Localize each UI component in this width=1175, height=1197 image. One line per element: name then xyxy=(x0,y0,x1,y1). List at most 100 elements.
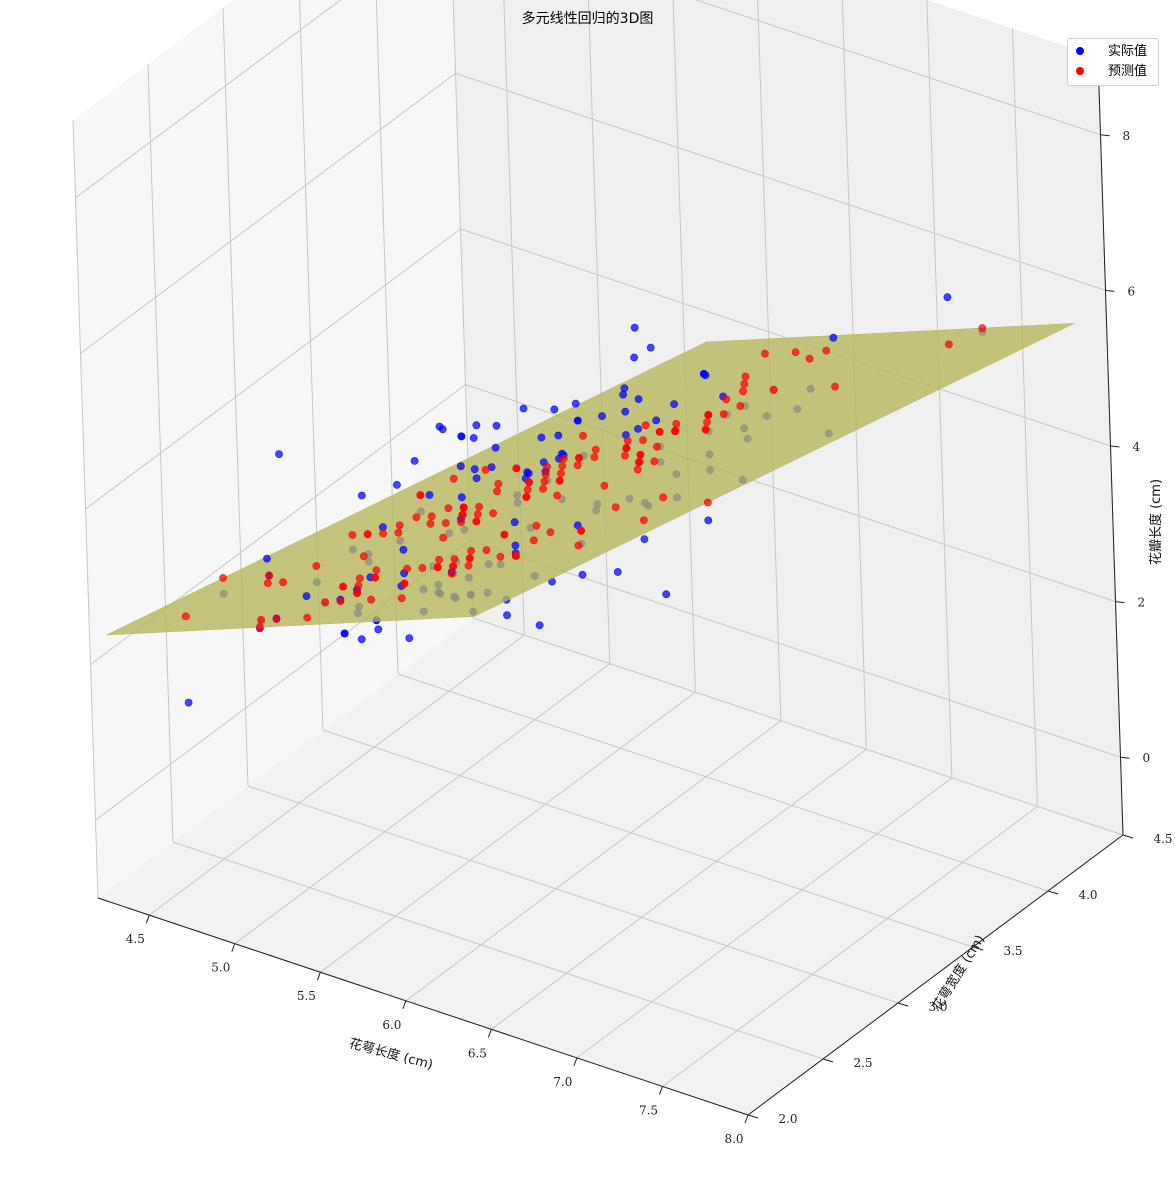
predicted-point xyxy=(590,453,599,461)
predicted-point xyxy=(558,462,567,470)
x-tick-label: 6.5 xyxy=(468,1046,487,1060)
actual-point xyxy=(537,433,546,442)
predicted-point xyxy=(636,450,645,459)
actual-point xyxy=(523,468,531,476)
predicted-point xyxy=(403,564,411,573)
predicted-point xyxy=(653,442,661,451)
z-tick-label: 8 xyxy=(1123,129,1131,143)
actual-point xyxy=(519,404,528,413)
predicted-point xyxy=(372,566,381,575)
legend-item-predicted: 预测值 xyxy=(1076,63,1147,81)
grid-line-x-floor xyxy=(234,663,611,945)
actual-point xyxy=(613,568,622,576)
predicted-point xyxy=(769,385,778,394)
actual-point xyxy=(469,434,478,442)
predicted-point xyxy=(553,491,561,500)
predicted-point xyxy=(426,519,435,528)
y-tick-label: 3.5 xyxy=(1003,944,1022,958)
actual-point xyxy=(620,384,629,393)
predicted-point xyxy=(659,493,667,502)
z-tick-label: 2 xyxy=(1138,596,1146,610)
actual-point xyxy=(503,611,511,620)
predicted-point xyxy=(359,552,368,561)
predicted-point xyxy=(450,555,459,563)
grid-line-x-floor xyxy=(149,634,525,916)
actual-point xyxy=(700,369,708,378)
y-tick-label: 4.5 xyxy=(1153,832,1172,846)
predicted-point xyxy=(639,516,648,525)
predicted-point xyxy=(464,561,473,570)
regression-plane-layer xyxy=(106,323,1075,636)
actual-point xyxy=(630,323,639,332)
y-tick-label-mark xyxy=(822,1058,834,1063)
predicted-point xyxy=(701,425,710,434)
predicted-point xyxy=(181,612,190,621)
predicted-point xyxy=(475,502,483,511)
z-tick-label-mark xyxy=(1115,601,1125,604)
grid-line-x-floor xyxy=(576,777,953,1059)
x-tick-label-mark xyxy=(487,1029,492,1038)
actual-point xyxy=(630,353,638,362)
predicted-point xyxy=(512,464,521,473)
predicted-point xyxy=(635,458,643,467)
x-tick-label: 7.5 xyxy=(639,1103,658,1117)
predicted-point xyxy=(722,395,731,404)
predicted-point xyxy=(739,387,747,396)
predicted-point xyxy=(650,457,659,466)
predicted-point xyxy=(493,487,501,496)
y-tick-label: 2.5 xyxy=(853,1056,872,1070)
predicted-point xyxy=(525,478,533,487)
predicted-point xyxy=(623,436,632,445)
z-tick-label-mark xyxy=(1110,445,1120,448)
actual-point xyxy=(510,518,519,527)
actual-point xyxy=(670,400,678,408)
predicted-point xyxy=(791,348,800,356)
predicted-point xyxy=(379,529,387,538)
predicted-point xyxy=(458,511,467,519)
grid-line-z-back xyxy=(455,72,1106,291)
predicted-point xyxy=(741,372,750,381)
predicted-point xyxy=(621,451,629,460)
predicted-point xyxy=(416,491,425,499)
legend-label-actual: 实际值 xyxy=(1108,44,1148,59)
predicted-point xyxy=(312,562,321,570)
actual-point xyxy=(457,432,466,441)
points-front-layer xyxy=(181,293,987,632)
predicted-point xyxy=(449,474,458,483)
x-tick-label-mark xyxy=(402,1000,407,1009)
actual-point xyxy=(704,516,713,525)
predicted-point xyxy=(481,465,490,474)
actual-point xyxy=(943,293,952,302)
predicted-point xyxy=(265,571,273,580)
actual-point xyxy=(357,491,366,500)
actual-point xyxy=(662,590,671,599)
grid-line-z-left xyxy=(80,72,456,354)
legend: 实际值 预测值 xyxy=(1067,38,1159,86)
predicted-point xyxy=(579,431,587,440)
predicted-point xyxy=(559,454,568,463)
predicted-point xyxy=(532,521,541,530)
z-tick-label-mark xyxy=(1100,134,1110,137)
actual-point xyxy=(275,450,283,458)
predicted-point xyxy=(465,554,474,563)
actual-point xyxy=(472,421,481,430)
x-tick-label-mark xyxy=(659,1086,663,1095)
predicted-point xyxy=(622,444,631,453)
predicted-point xyxy=(573,461,582,470)
x-tick-label-mark xyxy=(744,1114,749,1124)
actual-point xyxy=(399,545,408,554)
actual-point xyxy=(470,465,479,474)
predicted-point xyxy=(496,552,505,561)
predicted-point xyxy=(418,564,427,572)
actual-point xyxy=(550,405,559,414)
predicted-point xyxy=(257,616,265,624)
predicted-point xyxy=(355,574,364,583)
predicted-point xyxy=(439,533,447,542)
predicted-point xyxy=(354,581,363,590)
actual-point xyxy=(619,390,627,399)
actual-point xyxy=(456,462,465,471)
predicted-point xyxy=(400,579,409,588)
predicted-point xyxy=(543,462,551,471)
predicted-point xyxy=(353,589,361,597)
grid-line-y-floor xyxy=(472,617,1124,836)
